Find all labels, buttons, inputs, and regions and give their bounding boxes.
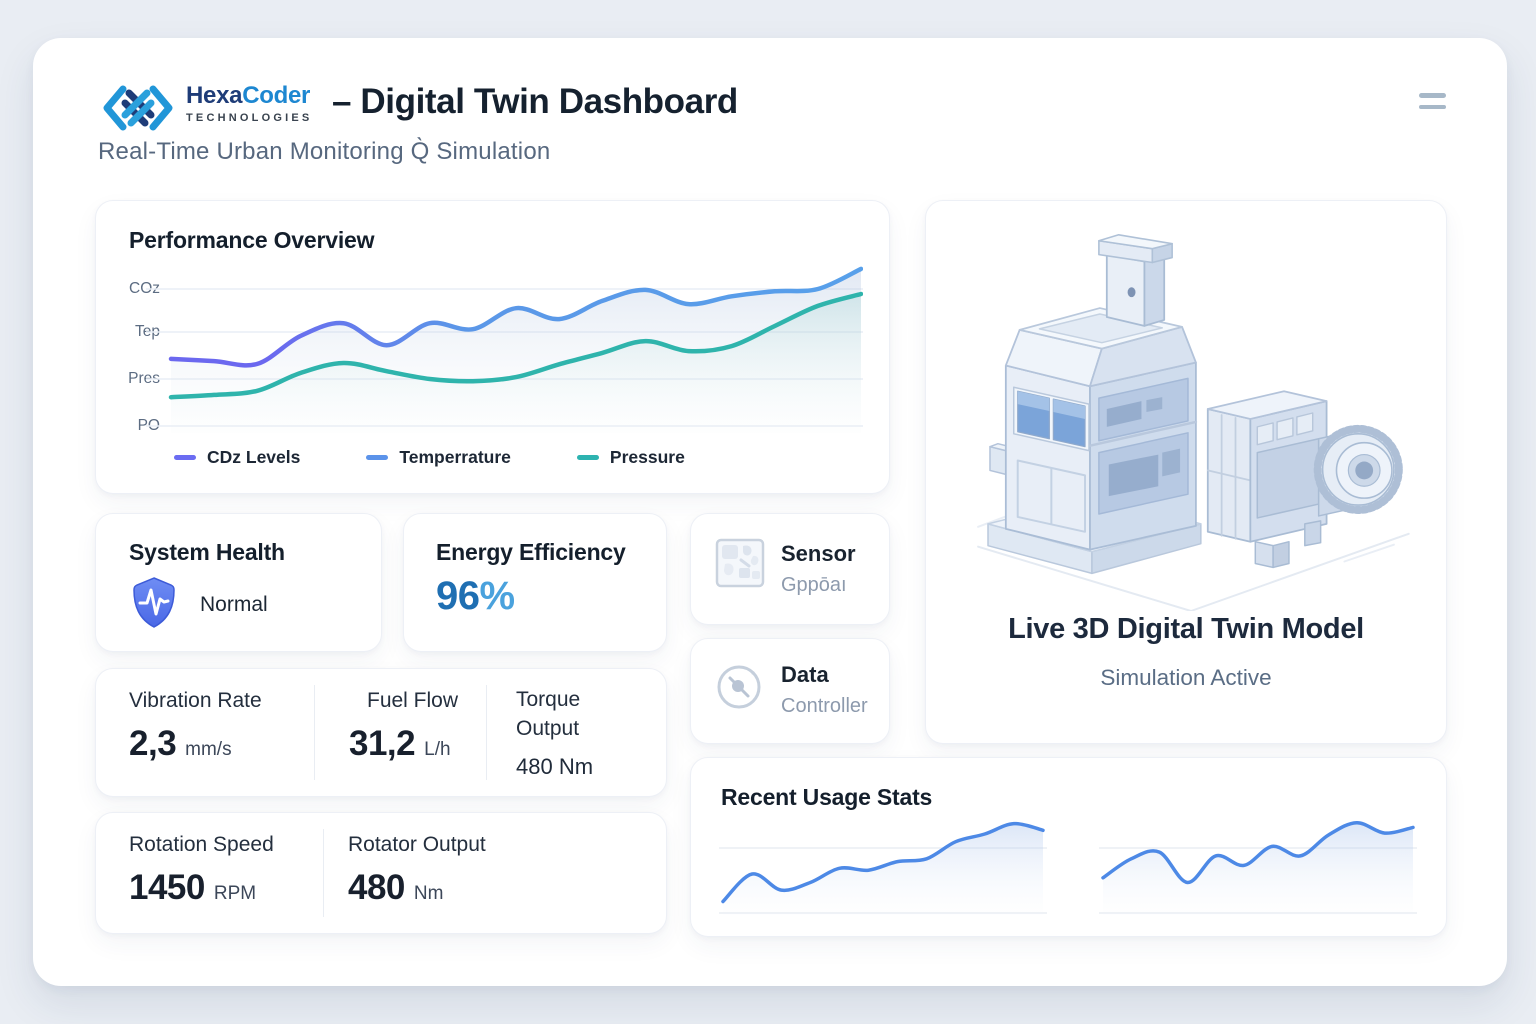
rotator-output-value: 480 (348, 868, 405, 907)
sparkline-line (721, 821, 1045, 904)
divider (486, 685, 487, 780)
fuel-flow-metric: Fuel Flow 31,2 L/h (349, 689, 458, 764)
digital-twin-3d-model (977, 234, 1410, 611)
rotator-output-metric: Rotator Output 480 Nm (348, 833, 486, 908)
sensor-tile[interactable]: Sensor Gppōaı (690, 513, 890, 625)
torque-output-label: Torque Output (516, 688, 581, 741)
sensor-tile-title: Sensor (781, 541, 856, 566)
brand-tagline: TECHNOLOGIES (186, 112, 313, 124)
system-health-title: System Health (129, 539, 285, 565)
performance-line-chart (146, 266, 863, 433)
usage-sparkline-right (1099, 820, 1417, 915)
y-axis-label-pres: Pres (128, 370, 160, 387)
usage-stats-title: Recent Usage Stats (721, 784, 933, 810)
digital-twin-panel: Live 3D Digital Twin Model Simulation Ac… (925, 200, 1447, 744)
brand-name-primary: Hexa (186, 82, 243, 109)
legend-item-pressure: Pressure (576, 447, 685, 468)
page-subtitle: Real-Time Urban Monitoring Q̀ Simulation (98, 138, 551, 165)
energy-efficiency-value: 96% (436, 574, 515, 619)
vibration-rate-metric: Vibration Rate 2,3 mm/s (129, 689, 262, 764)
rotator-output-label: Rotator Output (348, 833, 486, 856)
sparkline-area (1103, 822, 1413, 915)
vibration-rate-unit: mm/s (185, 739, 232, 760)
twin-panel-subtitle: Simulation Active (1100, 665, 1272, 690)
legend-item-temperature: Temperrature (366, 447, 511, 468)
divider (314, 685, 315, 780)
performance-title: Performance Overview (129, 227, 375, 253)
data-tile-subtitle: Controller (781, 695, 868, 717)
sparkline-area (723, 823, 1043, 915)
rotation-speed-value: 1450 (129, 868, 205, 907)
brand-name-secondary: Coder (242, 82, 311, 109)
hexacoder-logo-icon (103, 85, 173, 131)
fuel-flow-label: Fuel Flow (367, 689, 459, 712)
sparkline-line (1101, 820, 1415, 885)
legend-label: CDz Levels (207, 447, 301, 467)
torque-output-value: 480 Nm (516, 753, 594, 779)
energy-value-number: 96 (436, 574, 480, 618)
energy-efficiency-card: Energy Efficiency 96% (403, 513, 667, 652)
metrics-row-card: Vibration Rate 2,3 mm/s Fuel Flow 31,2 L… (95, 668, 667, 797)
data-tile-title: Data (781, 662, 829, 687)
vibration-rate-label: Vibration Rate (129, 689, 262, 712)
brand-name: HexaCoder (186, 84, 312, 108)
rotation-speed-label: Rotation Speed (129, 833, 274, 856)
pressure-line (168, 291, 863, 400)
energy-value-unit: % (479, 574, 516, 618)
co2-temperature-line (168, 266, 863, 368)
legend-label: Temperrature (399, 447, 511, 467)
energy-efficiency-title: Energy Efficiency (436, 539, 626, 565)
rotation-speed-unit: RPM (213, 883, 257, 904)
rotation-speed-metric: Rotation Speed 1450 RPM (129, 833, 274, 908)
page-title: – Digital Twin Dashboard (332, 82, 738, 121)
legend-item-cdz-levels: CDz Levels (174, 447, 300, 468)
performance-overview-card: Performance Overview COz Tep Pres PO (95, 200, 890, 494)
divider (323, 829, 324, 917)
legend-label: Pressure (609, 447, 685, 467)
usage-stats-panel: Recent Usage Stats (690, 757, 1447, 937)
vibration-rate-value: 2,3 (129, 724, 177, 763)
shield-pulse-icon (133, 577, 175, 628)
hamburger-bar (1419, 104, 1446, 109)
system-health-card: System Health Normal (95, 513, 382, 652)
sensor-chip-icon (715, 538, 765, 588)
y-axis-label-coz: COz (129, 280, 160, 297)
rotation-row-card: Rotation Speed 1450 RPM Rotator Output 4… (95, 812, 667, 934)
brand-block: HexaCoder TECHNOLOGIES (186, 84, 313, 125)
gauge-needle-icon (717, 665, 761, 709)
torque-output-metric: Torque Output 480 Nm (516, 685, 636, 780)
system-health-value: Normal (200, 593, 268, 616)
hamburger-menu-icon[interactable] (1419, 93, 1446, 116)
chart-legend: CDz Levels Temperrature Pressure (174, 447, 685, 468)
sensor-tile-subtitle: Gppōaı (781, 574, 847, 596)
data-controller-tile[interactable]: Data Controller (690, 638, 890, 744)
legend-dash-teal-icon (576, 455, 599, 460)
fuel-flow-value: 31,2 (349, 724, 416, 763)
legend-dash-blue-icon (366, 455, 389, 460)
twin-panel-title: Live 3D Digital Twin Model (1008, 613, 1364, 645)
hamburger-bar (1419, 93, 1446, 98)
legend-dash-indigo-icon (174, 455, 196, 460)
usage-sparkline-left (719, 821, 1047, 915)
fuel-flow-unit: L/h (424, 739, 451, 760)
rotator-output-unit: Nm (413, 883, 444, 904)
pressure-line-area-fill (171, 294, 861, 433)
